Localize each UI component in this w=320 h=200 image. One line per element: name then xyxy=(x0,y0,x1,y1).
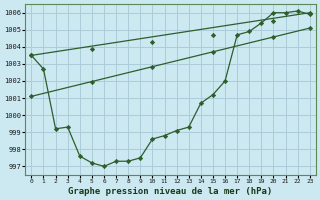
X-axis label: Graphe pression niveau de la mer (hPa): Graphe pression niveau de la mer (hPa) xyxy=(68,187,273,196)
